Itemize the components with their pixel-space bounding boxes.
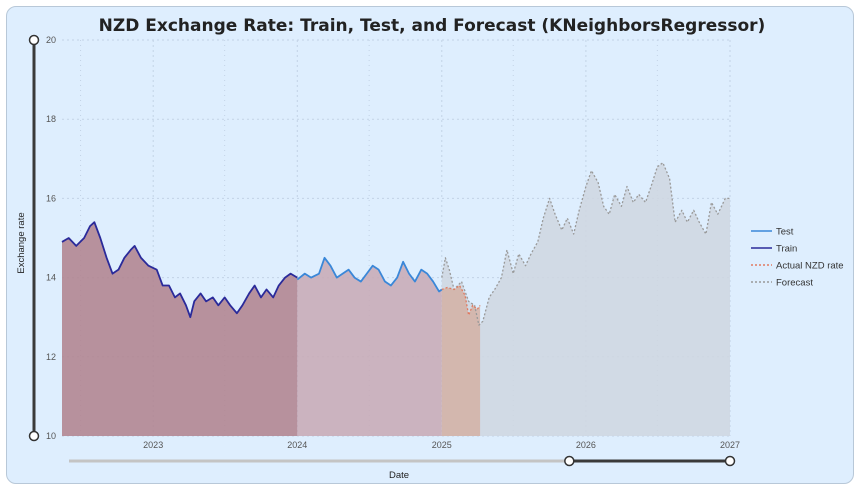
line-test — [296, 256, 443, 293]
legend-item-label: Forecast — [776, 278, 813, 289]
series-lines — [61, 162, 730, 326]
legend: Test Train Actual NZD rate Forecast — [751, 227, 844, 289]
x-axis-ticks: 2023 2024 2025 2026 2027 — [143, 440, 740, 450]
y-axis-ticks: 10 12 14 16 18 20 — [46, 35, 56, 441]
legend-item-label: Actual NZD rate — [776, 261, 844, 272]
line-forecast — [441, 162, 730, 326]
y-tick-label: 12 — [46, 352, 56, 362]
area-actual-nzd-rate — [441, 285, 481, 436]
legend-item-label: Train — [776, 244, 797, 255]
y-axis-label: Exchange rate — [16, 212, 27, 273]
x-slider-handle-start[interactable] — [564, 455, 575, 467]
chart-title: NZD Exchange Rate: Train, Test, and Fore… — [99, 16, 766, 36]
x-axis-label: Date — [389, 470, 409, 481]
y-tick-label: 18 — [46, 114, 56, 124]
x-slider-handle-end[interactable] — [724, 455, 736, 467]
y-slider-handle-top[interactable] — [28, 34, 40, 46]
x-tick-label: 2027 — [720, 440, 740, 450]
y-range-slider[interactable] — [28, 34, 40, 442]
y-tick-label: 10 — [46, 431, 56, 441]
area-forecast — [441, 162, 730, 436]
chart-card: NZD Exchange Rate: Train, Test, and Fore… — [6, 6, 854, 484]
area-test — [297, 257, 442, 436]
y-tick-label: 16 — [46, 193, 56, 203]
x-tick-label: 2024 — [287, 440, 307, 450]
exchange-rate-chart: NZD Exchange Rate: Train, Test, and Fore… — [16, 16, 844, 481]
x-tick-label: 2023 — [143, 440, 163, 450]
line-actual-nzd-rate — [441, 284, 481, 316]
area-train — [62, 222, 298, 436]
legend-item-label: Test — [776, 227, 794, 238]
series-areas — [62, 162, 730, 436]
y-slider-handle-bottom[interactable] — [28, 430, 40, 442]
x-range-slider[interactable] — [69, 455, 736, 467]
y-tick-label: 20 — [46, 35, 56, 45]
y-tick-label: 14 — [46, 273, 56, 283]
x-tick-label: 2025 — [432, 440, 452, 450]
x-tick-label: 2026 — [576, 440, 596, 450]
line-train — [61, 221, 298, 319]
